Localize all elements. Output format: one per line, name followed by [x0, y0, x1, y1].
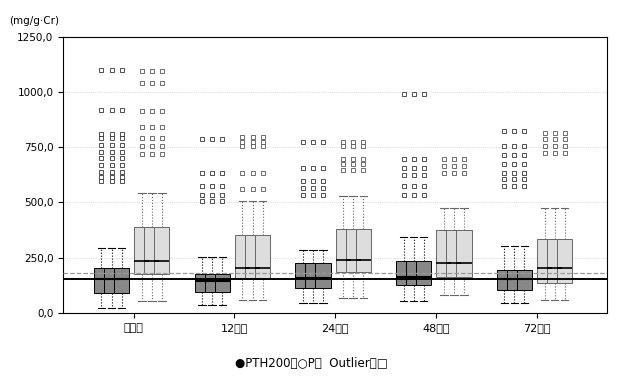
- PathPatch shape: [205, 274, 220, 292]
- PathPatch shape: [547, 239, 562, 283]
- PathPatch shape: [215, 274, 230, 292]
- PathPatch shape: [457, 230, 471, 277]
- PathPatch shape: [94, 268, 109, 293]
- PathPatch shape: [235, 234, 250, 279]
- PathPatch shape: [245, 234, 260, 279]
- PathPatch shape: [104, 268, 119, 293]
- Text: ●PTH200群○P群  Outlier：□: ●PTH200群○P群 Outlier：□: [234, 358, 388, 370]
- PathPatch shape: [396, 261, 411, 285]
- PathPatch shape: [305, 263, 320, 288]
- PathPatch shape: [356, 229, 371, 272]
- PathPatch shape: [517, 270, 532, 290]
- PathPatch shape: [557, 239, 572, 283]
- PathPatch shape: [134, 227, 149, 274]
- Text: (mg/g·Cr): (mg/g·Cr): [9, 15, 59, 26]
- PathPatch shape: [315, 263, 330, 288]
- PathPatch shape: [114, 268, 129, 293]
- PathPatch shape: [144, 227, 159, 274]
- PathPatch shape: [436, 230, 452, 277]
- PathPatch shape: [295, 263, 310, 288]
- PathPatch shape: [406, 261, 421, 285]
- PathPatch shape: [255, 234, 270, 279]
- PathPatch shape: [195, 274, 210, 292]
- PathPatch shape: [154, 227, 169, 274]
- PathPatch shape: [537, 239, 552, 283]
- PathPatch shape: [497, 270, 512, 290]
- PathPatch shape: [416, 261, 431, 285]
- PathPatch shape: [336, 229, 351, 272]
- PathPatch shape: [447, 230, 462, 277]
- PathPatch shape: [507, 270, 522, 290]
- PathPatch shape: [346, 229, 361, 272]
